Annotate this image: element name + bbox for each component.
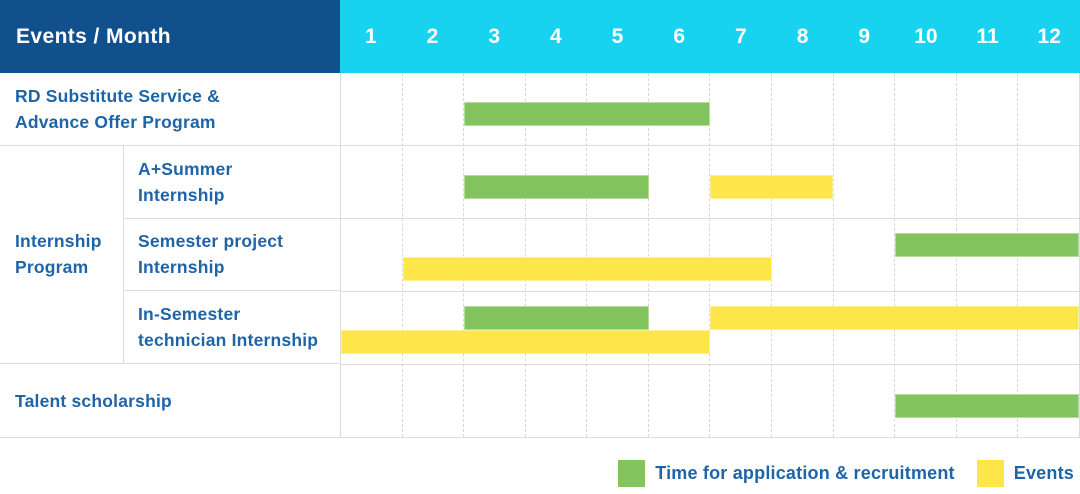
month-gridline-3 (463, 73, 525, 437)
month-gridline-6 (647, 73, 710, 437)
month-header-8: 8 (796, 24, 809, 48)
chart-row-in-semester-technician-internship (341, 291, 1079, 364)
bar-line (341, 175, 1079, 200)
row-label-line: Advance Offer Program (15, 111, 216, 132)
month-header-9: 9 (858, 24, 871, 48)
group-label-line: Program (15, 257, 89, 278)
bar-a-plus-summer-internship-event-m7-8 (710, 175, 833, 200)
bar-line (341, 256, 1079, 281)
month-header-3: 3 (488, 24, 501, 48)
row-label-line: Internship (138, 257, 225, 278)
month-header-7: 7 (735, 24, 747, 48)
bar-line (341, 102, 1079, 127)
corner-header-label: Events / Month (16, 24, 171, 48)
bar-talent-scholarship-application-m10-12 (894, 394, 1079, 419)
bar-semester-project-internship-event-m2-7 (402, 256, 772, 281)
bar-in-semester-technician-internship-event-m7-12 (710, 305, 1079, 330)
row-label-line: A+Summer (138, 158, 233, 179)
chart-row-semester-project-internship (341, 218, 1079, 291)
bar-rd-substitute-service-application-m3-6 (464, 102, 710, 127)
bar-line (341, 305, 1079, 330)
row-label-line: Talent scholarship (15, 390, 172, 411)
bar-a-plus-summer-internship-application-m3-5 (464, 175, 649, 200)
month-gridline-4 (524, 73, 587, 437)
month-header-10: 10 (914, 24, 938, 48)
row-label-line: In-Semester (138, 304, 241, 325)
month-gridline-5 (586, 73, 648, 437)
month-header-11: 11 (976, 24, 999, 48)
month-gridline-7 (709, 73, 771, 437)
bar-line (341, 394, 1079, 419)
month-gridline-2 (401, 73, 464, 437)
chart-rows (341, 73, 1079, 437)
month-header-row: 1 2 3 4 5 6 7 8 9 10 11 12 (340, 0, 1080, 73)
legend-swatch-events (976, 459, 1004, 487)
legend-label-events: Events (1013, 462, 1074, 483)
corner-header-cell: Events / Month (0, 0, 340, 73)
legend: Time for application & recruitment Event… (0, 438, 1080, 494)
row-label-line: Internship (138, 184, 225, 205)
row-label-a-plus-summer-internship: A+Summer Internship (124, 146, 340, 219)
row-label-rd-substitute-service: RD Substitute Service & Advance Offer Pr… (0, 73, 340, 146)
legend-item-application: Time for application & recruitment (618, 459, 955, 487)
row-label-line: technician Internship (138, 330, 319, 351)
month-gridline-8 (771, 73, 833, 437)
bar-line (341, 232, 1079, 257)
bar-line (341, 329, 1079, 354)
chart-area (340, 73, 1079, 437)
label-column: RD Substitute Service & Advance Offer Pr… (0, 73, 340, 437)
row-label-line: RD Substitute Service & (15, 85, 220, 106)
table-header-row: Events / Month 1 2 3 4 5 6 7 8 9 10 11 12 (0, 0, 1080, 73)
legend-item-events: Events (976, 459, 1074, 487)
month-header-2: 2 (426, 24, 439, 48)
row-label-talent-scholarship: Talent scholarship (0, 364, 340, 437)
bar-semester-project-internship-application-m10-12 (894, 232, 1079, 257)
row-label-in-semester-technician-internship: In-Semester technician Internship (124, 291, 340, 365)
chart-row-rd-substitute-service (341, 73, 1079, 145)
bar-in-semester-technician-internship-application-m3-5 (464, 305, 649, 330)
table-body: RD Substitute Service & Advance Offer Pr… (0, 73, 1080, 438)
month-header-5: 5 (611, 24, 624, 48)
group-label-internship-program: Internship Program (0, 145, 124, 365)
month-header-12: 12 (1037, 24, 1061, 48)
chart-row-talent-scholarship (341, 364, 1079, 437)
month-gridline-9 (832, 73, 895, 437)
group-label-line: Internship (15, 231, 102, 252)
row-label-line: Semester project (138, 231, 284, 252)
chart-row-a-plus-summer-internship (341, 145, 1079, 218)
legend-swatch-application (618, 459, 646, 487)
month-header-6: 6 (673, 24, 686, 48)
legend-label-application: Time for application & recruitment (655, 462, 955, 483)
month-header-4: 4 (550, 24, 562, 48)
month-header-1: 1 (364, 24, 377, 48)
bar-in-semester-technician-internship-event-m1-6 (341, 329, 710, 354)
row-label-semester-project-internship: Semester project Internship (124, 219, 340, 292)
